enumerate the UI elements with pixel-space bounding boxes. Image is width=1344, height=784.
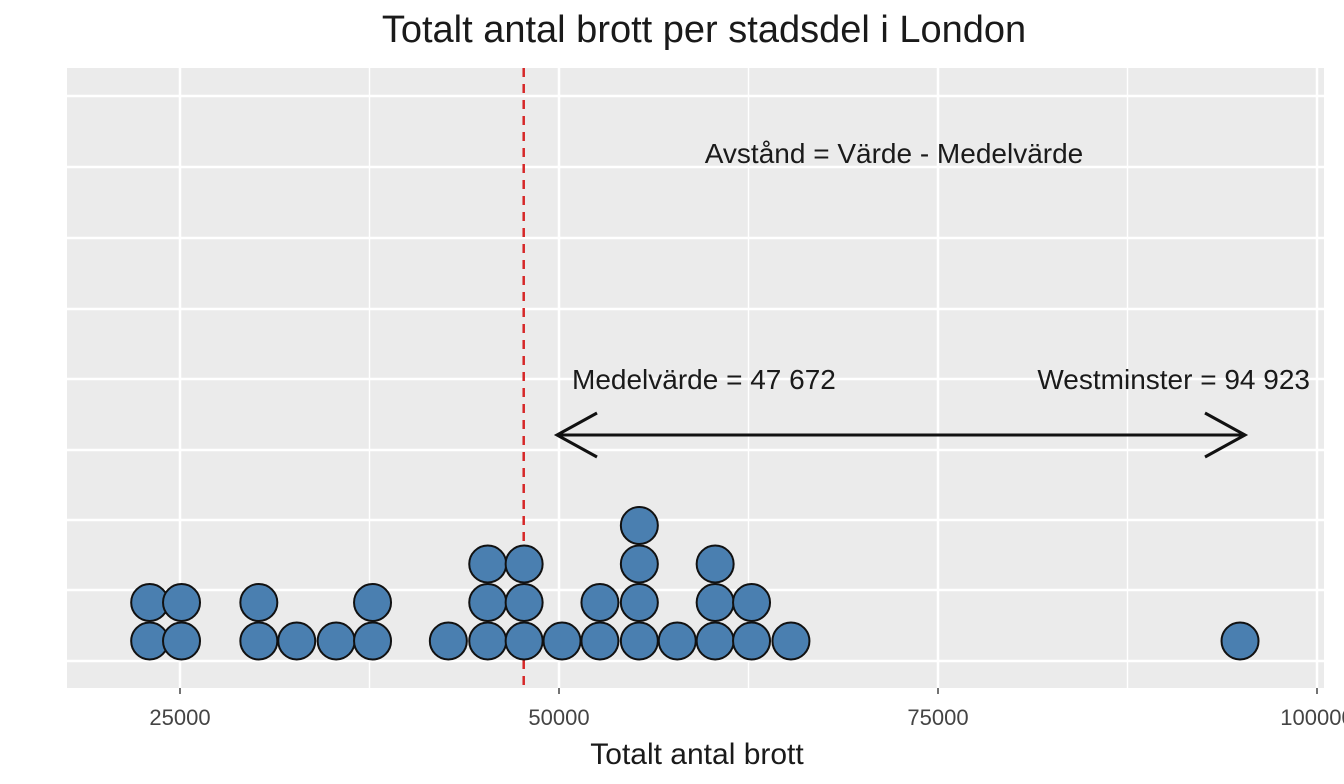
x-axis-label: Totalt antal brott [590, 738, 804, 771]
x-tick-label: 75000 [907, 705, 968, 730]
data-dot [239, 583, 279, 622]
data-dot [504, 621, 544, 661]
x-tick-label: 100000 [1280, 705, 1344, 730]
dots-layer [130, 506, 1260, 661]
data-dot [468, 621, 508, 661]
x-tick-label: 25000 [149, 705, 210, 730]
data-dot [695, 583, 735, 622]
data-dot [732, 621, 772, 661]
data-dot [277, 621, 317, 661]
x-axis-ticks: 25000 50000 75000 100000 [149, 688, 1344, 730]
data-dot [468, 544, 508, 584]
westminster-label: Westminster = 94 923 [1037, 364, 1310, 395]
data-dot [580, 621, 620, 661]
data-dot [504, 583, 544, 622]
data-dot [542, 621, 582, 661]
data-dot [732, 583, 772, 622]
data-dot [468, 583, 508, 622]
data-dot [239, 621, 279, 661]
arrow-head-left [553, 411, 598, 459]
data-dot [428, 621, 468, 661]
data-dot [580, 583, 620, 622]
data-dot [695, 544, 735, 584]
formula-annotation: Avstånd = Värde - Medelvärde [705, 138, 1083, 169]
chart-title: Totalt antal brott per stadsdel i London [382, 9, 1026, 51]
data-dot [695, 621, 735, 661]
data-dot [162, 583, 202, 622]
data-dot [162, 621, 202, 661]
arrow-head-right [1204, 411, 1249, 459]
data-dot [619, 544, 659, 584]
data-dot [316, 621, 356, 661]
mean-label: Medelvärde = 47 672 [572, 364, 836, 395]
x-tick-label: 50000 [528, 705, 589, 730]
data-dot [504, 544, 544, 584]
data-dot [353, 621, 393, 661]
data-dot [771, 621, 811, 661]
data-dot [619, 583, 659, 622]
data-dot [657, 621, 697, 661]
distance-arrow [553, 411, 1249, 459]
data-dot [619, 621, 659, 661]
data-dot [353, 583, 393, 622]
data-dot [1220, 621, 1260, 661]
data-dot [619, 506, 659, 545]
